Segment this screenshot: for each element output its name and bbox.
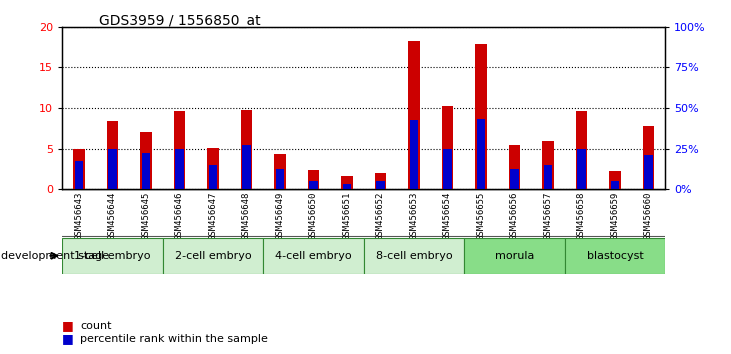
Text: 8-cell embryo: 8-cell embryo: [376, 251, 452, 261]
Text: GDS3959 / 1556850_at: GDS3959 / 1556850_at: [99, 14, 260, 28]
Bar: [240, 110, 252, 189]
Bar: [162, 238, 263, 274]
Bar: [374, 173, 386, 189]
Text: count: count: [80, 321, 112, 331]
Bar: [175, 149, 183, 189]
Text: GSM456655: GSM456655: [477, 192, 485, 240]
Bar: [62, 238, 163, 274]
Bar: [408, 41, 420, 189]
Bar: [509, 144, 520, 189]
Bar: [309, 181, 317, 189]
Bar: [542, 141, 554, 189]
Bar: [107, 121, 118, 189]
Bar: [274, 154, 286, 189]
Bar: [341, 176, 353, 189]
Text: GSM456653: GSM456653: [409, 192, 418, 240]
Text: development stage: development stage: [1, 251, 109, 261]
Text: percentile rank within the sample: percentile rank within the sample: [80, 334, 268, 344]
Text: GSM456656: GSM456656: [510, 192, 519, 240]
Text: GSM456649: GSM456649: [276, 192, 284, 240]
Text: GSM456643: GSM456643: [75, 192, 83, 240]
Bar: [442, 106, 453, 189]
Bar: [464, 238, 565, 274]
Text: GSM456659: GSM456659: [610, 192, 619, 240]
Text: blastocyst: blastocyst: [586, 251, 643, 261]
Bar: [142, 153, 150, 189]
Bar: [643, 126, 654, 189]
Text: GSM456654: GSM456654: [443, 192, 452, 240]
Bar: [376, 181, 385, 189]
Bar: [276, 169, 284, 189]
Text: GSM456646: GSM456646: [175, 192, 184, 240]
Bar: [564, 238, 665, 274]
Bar: [575, 111, 587, 189]
Bar: [242, 144, 251, 189]
Bar: [207, 148, 219, 189]
Bar: [364, 238, 464, 274]
Text: GSM456652: GSM456652: [376, 192, 385, 240]
Text: 2-cell embryo: 2-cell embryo: [175, 251, 251, 261]
Bar: [644, 155, 653, 189]
Bar: [410, 120, 418, 189]
Bar: [173, 111, 185, 189]
Bar: [209, 165, 217, 189]
Text: 4-cell embryo: 4-cell embryo: [275, 251, 352, 261]
Text: GSM456648: GSM456648: [242, 192, 251, 240]
Bar: [263, 238, 364, 274]
Text: GSM456644: GSM456644: [108, 192, 117, 240]
Text: GSM456650: GSM456650: [309, 192, 318, 240]
Text: morula: morula: [495, 251, 534, 261]
Bar: [477, 119, 485, 189]
Bar: [140, 132, 152, 189]
Text: GSM456657: GSM456657: [543, 192, 553, 240]
Bar: [609, 171, 621, 189]
Bar: [510, 169, 518, 189]
Bar: [75, 161, 83, 189]
Text: GSM456645: GSM456645: [141, 192, 151, 240]
Text: GSM456647: GSM456647: [208, 192, 217, 240]
Bar: [443, 149, 452, 189]
Bar: [611, 181, 619, 189]
Text: ■: ■: [62, 319, 74, 332]
Bar: [108, 149, 116, 189]
Text: ■: ■: [62, 332, 74, 345]
Bar: [308, 170, 319, 189]
Text: 1-cell embryo: 1-cell embryo: [74, 251, 151, 261]
Text: GSM456651: GSM456651: [342, 192, 352, 240]
Bar: [343, 184, 351, 189]
Bar: [544, 165, 552, 189]
Text: GSM456660: GSM456660: [644, 192, 653, 240]
Bar: [475, 45, 487, 189]
Bar: [73, 149, 85, 189]
Text: GSM456658: GSM456658: [577, 192, 586, 240]
Bar: [577, 149, 586, 189]
